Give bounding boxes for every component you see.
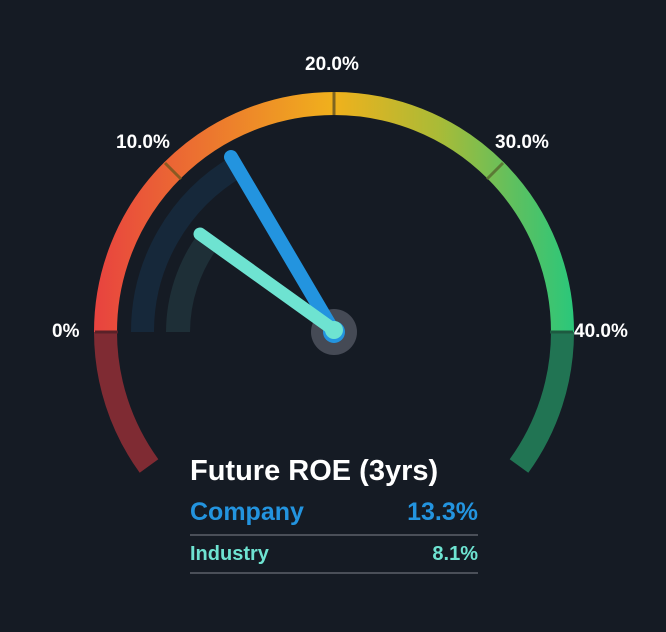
legend: Future ROE (3yrs) Company 13.3% Industry…	[190, 452, 478, 574]
tick-label-30: 30.0%	[495, 132, 549, 153]
gauge-low-extension	[94, 331, 159, 473]
company-value: 13.3%	[407, 497, 478, 526]
company-arc	[130, 156, 244, 333]
industry-needle	[193, 227, 341, 337]
legend-row-industry: Industry 8.1%	[190, 536, 478, 574]
tick-label-40: 40.0%	[574, 321, 628, 342]
industry-label: Industry	[190, 542, 269, 565]
tick-label-20: 20.0%	[305, 54, 359, 75]
industry-arc	[166, 232, 219, 333]
industry-value: 8.1%	[432, 542, 478, 565]
gauge-high-extension	[509, 331, 574, 473]
company-needle	[224, 150, 341, 339]
tick-label-0: 0%	[52, 321, 80, 342]
company-label: Company	[190, 497, 304, 526]
legend-title: Future ROE (3yrs)	[190, 455, 439, 487]
legend-row-company: Company 13.3%	[190, 490, 478, 536]
gauge-ticks	[95, 92, 573, 334]
tick-label-10: 10.0%	[116, 132, 170, 153]
